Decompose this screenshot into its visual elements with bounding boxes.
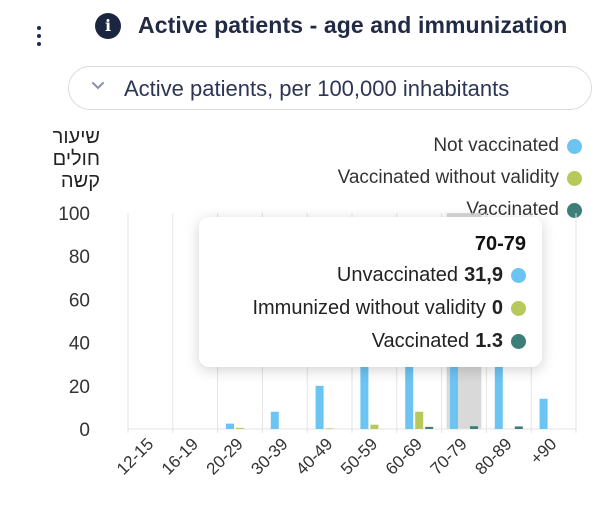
tooltip-color-dot [511, 334, 526, 349]
x-tick-label: 40-49 [292, 434, 336, 478]
tooltip-row-label: Vaccinated [371, 330, 470, 352]
y-axis-label: שיעור חולים קשה [30, 126, 100, 192]
bar-not-vaccinated [270, 411, 279, 429]
y-axis-label-line: שיעור [52, 126, 100, 148]
x-tick-label: +90 [527, 434, 561, 468]
legend-label: Not vaccinated [433, 135, 559, 156]
chart-tooltip: 70-79 Unvaccinated 31,9 Immunized without … [199, 217, 542, 367]
bar-vaccinated-without-validity [370, 424, 379, 429]
legend-color-dot [567, 138, 582, 154]
metric-dropdown[interactable]: Active patients, per 100,000 inhabitants [68, 66, 592, 110]
bar-vaccinated [514, 426, 523, 429]
bar-vaccinated-without-validity [415, 411, 424, 429]
y-tick-label: 60 [69, 290, 90, 311]
chevron-down-icon [92, 82, 104, 90]
tooltip-row-value: 0 [491, 297, 503, 319]
legend-label: Vaccinated without validity [337, 167, 559, 188]
info-icon[interactable]: i [95, 13, 121, 39]
bar-not-vaccinated [315, 385, 324, 429]
bar-vaccinated-without-validity [236, 427, 244, 429]
tooltip-row-label: Immunized without validity [252, 297, 486, 319]
bar-not-vaccinated [539, 398, 548, 429]
legend-item[interactable]: Vaccinated without validity [338, 162, 582, 194]
more-options-icon[interactable] [36, 26, 42, 46]
tooltip-row-value: 31,9 [464, 264, 503, 286]
y-tick-label: 0 [79, 420, 90, 441]
bar-not-vaccinated [360, 331, 369, 429]
bar-vaccinated-without-validity [325, 428, 334, 429]
bar-vaccinated [425, 426, 434, 429]
tooltip-row-value: 1.3 [475, 330, 503, 352]
y-tick-label: 20 [69, 377, 90, 398]
tooltip-row-label: Unvaccinated [336, 264, 459, 286]
tooltip-title: 70-79 [474, 233, 526, 255]
y-axis-label-line: קשה [60, 170, 100, 192]
x-tick-label: 70-79 [427, 434, 471, 478]
x-tick-label: 80-89 [471, 434, 515, 478]
x-tick-label: 30-39 [247, 434, 291, 478]
x-tick-label: 20-29 [203, 434, 247, 478]
tooltip-color-dot [511, 268, 526, 283]
bar-vaccinated [470, 426, 478, 429]
legend-color-dot [567, 202, 582, 218]
legend-item[interactable]: Not vaccinated [338, 130, 582, 162]
chart-legend: Not vaccinated Vaccinated without validit… [338, 130, 582, 226]
y-tick-label: 40 [69, 334, 90, 355]
bar-not-vaccinated [494, 353, 503, 429]
bar-not-vaccinated [405, 325, 414, 429]
x-tick-label: 50-59 [337, 434, 381, 478]
legend-item[interactable]: Vaccinated [338, 194, 582, 226]
x-tick-label: 12-15 [113, 434, 157, 478]
bar-not-vaccinated [226, 423, 234, 429]
bar-not-vaccinated [450, 360, 458, 429]
tooltip-row: Immunized without validity 0 [199, 292, 526, 325]
legend-label: Vaccinated [466, 199, 559, 220]
y-axis-label-line: חולים [52, 148, 100, 170]
tooltip-row: Unvaccinated 31,9 [199, 259, 526, 292]
metric-dropdown-label: Active patients, per 100,000 inhabitants [124, 76, 510, 101]
y-tick-label: 80 [69, 247, 90, 268]
y-tick-label: 100 [58, 204, 90, 225]
page-title: Active patients - age and immunization [138, 12, 568, 38]
tooltip-row: Vaccinated 1.3 [199, 325, 526, 358]
x-tick-label: 60-69 [382, 434, 426, 478]
x-tick-label: 16-19 [158, 434, 202, 478]
tooltip-color-dot [511, 301, 526, 316]
legend-color-dot [567, 170, 582, 186]
